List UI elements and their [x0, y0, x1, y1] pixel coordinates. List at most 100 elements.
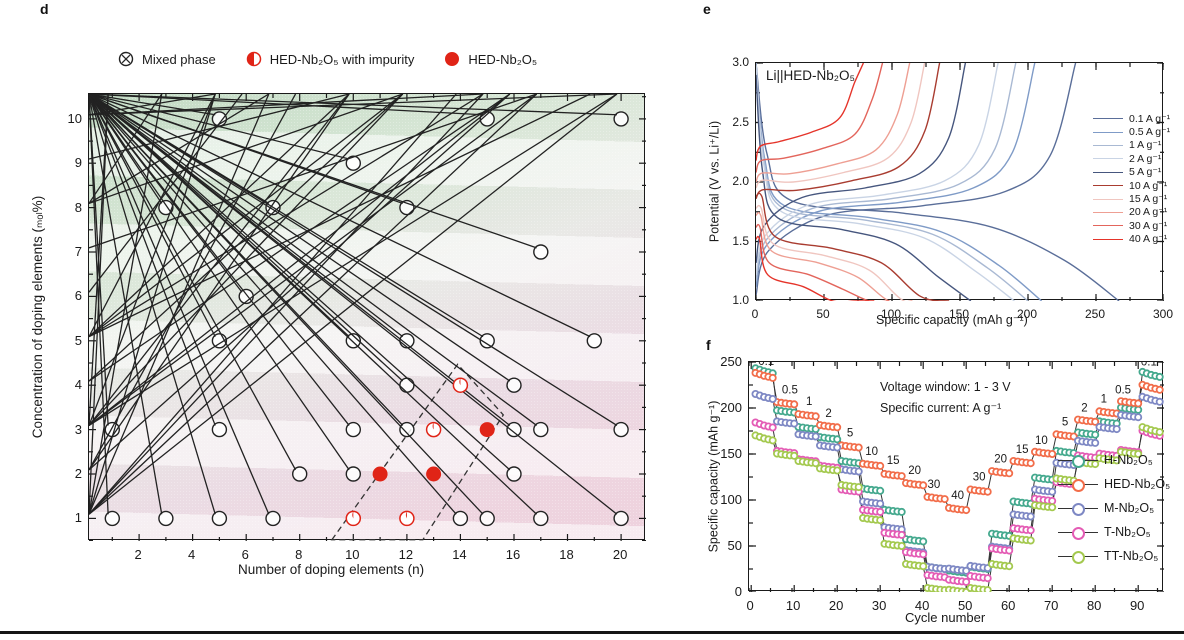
panel-f-letter: f	[706, 337, 711, 353]
rate-step-label: 5	[847, 428, 853, 440]
legend-label: T-Nb₂O₅	[1104, 525, 1151, 539]
rate-step-label: 1	[806, 396, 812, 408]
mixed-phase-point	[89, 94, 549, 260]
hed-impurity-point	[452, 377, 469, 393]
cycle-data-point	[1048, 503, 1057, 512]
legend-label: TT-Nb₂O₅	[1104, 549, 1159, 563]
cycle-data-point	[768, 395, 777, 404]
cycle-data-point	[1134, 413, 1143, 422]
legend-line-swatch	[1058, 502, 1098, 516]
tick-label: 2	[134, 547, 142, 562]
legend-line-swatch	[1058, 478, 1098, 492]
hed-region-dashed-outline	[330, 363, 505, 541]
cycle-data-point	[1048, 450, 1057, 459]
mixed-phase-point	[89, 94, 308, 482]
rate-step-label: 30	[973, 472, 986, 484]
tick-label: 20	[612, 547, 628, 562]
half-filled-circle-marker-icon	[246, 51, 262, 67]
rate-step-label: 1	[1101, 394, 1107, 406]
tick-label: 50	[957, 598, 973, 613]
tick-label: 9	[74, 155, 82, 171]
mixed-phase-point	[89, 94, 495, 527]
charge-curve	[756, 63, 911, 183]
legend-label: 20 A g⁻¹	[1129, 206, 1168, 219]
legend-label: 2 A g⁻¹	[1129, 152, 1162, 165]
tick-label: 1.0	[732, 293, 749, 307]
cycle-data-point	[1026, 512, 1035, 521]
legend-marker-svg	[445, 52, 460, 66]
phase-legend: Mixed phase HED-Nb₂O₅ with impurity HED-…	[118, 51, 537, 67]
cycle-data-point	[768, 436, 777, 445]
mixed-phase-point	[89, 94, 602, 349]
tick-label: 50	[727, 538, 742, 553]
legend-marker-svg	[118, 51, 134, 67]
charge-curve	[756, 63, 999, 275]
rate-capability-svg: 0.1 0.5 1 2 5 10 15 20 30 40 30 20 15 10 5 2 1 0.5 0.1	[749, 362, 1164, 592]
legend-line-swatch	[1093, 225, 1123, 227]
charge-curve	[756, 63, 1036, 287]
tick-label: 3	[74, 421, 82, 437]
tick-label: 1.5	[732, 233, 749, 248]
hed-impurity-point	[399, 510, 415, 527]
filled-circle-marker-icon	[444, 51, 460, 67]
voltage-profile-plot	[755, 62, 1164, 301]
mixed-phase-point	[89, 94, 629, 527]
cycle-data-point	[1048, 496, 1057, 505]
hed-point	[445, 52, 460, 66]
legend-circle-marker	[1072, 550, 1085, 564]
sample-legend: H-Nb₂O₅ HED-Nb₂O₅ M-Nb₂O₅ T-Nb₂O₅ TT-Nb₂O₅	[1058, 448, 1170, 568]
cycle-data-point	[876, 461, 885, 470]
sample-legend-item: H-Nb₂O₅	[1058, 448, 1170, 472]
tick-label: 100	[720, 492, 742, 507]
tick-label: 10	[345, 547, 360, 562]
legend-item-mixed-phase: Mixed phase	[118, 51, 216, 67]
tick-label: 5	[74, 332, 82, 348]
cycle-data-point	[768, 373, 777, 382]
cycle-data-point	[1005, 562, 1014, 571]
legend-circle-marker	[1072, 526, 1085, 540]
legend-label: 15 A g⁻¹	[1129, 193, 1168, 206]
cycle-data-point	[1155, 372, 1164, 381]
discharge-curve	[756, 212, 913, 301]
charge-curve	[756, 63, 865, 161]
rate-legend-item: 30 A g⁻¹	[1093, 219, 1170, 232]
legend-line-swatch	[1093, 118, 1123, 120]
cycle-data-point	[919, 537, 928, 546]
cycle-data-point	[1091, 460, 1100, 469]
tick-label: 250	[1084, 307, 1106, 321]
cycle-data-point	[833, 466, 842, 475]
mixed-phase-point	[89, 94, 495, 127]
cycle-data-point	[833, 443, 842, 452]
tick-label: 7	[74, 244, 82, 260]
tick-label: 4	[188, 547, 196, 562]
sample-legend-item: TT-Nb₂O₅	[1058, 544, 1170, 568]
legend-line-swatch	[1093, 185, 1123, 187]
legend-label: Mixed phase	[142, 51, 216, 67]
mixed-phase-marker-icon	[118, 51, 134, 67]
cycle-data-point	[919, 550, 928, 559]
tick-label: 10	[785, 598, 801, 613]
legend-circle-marker	[1072, 478, 1085, 492]
legend-line-swatch	[1058, 526, 1098, 540]
tick-label: 0	[746, 598, 754, 613]
legend-item-hed: HED-Nb₂O₅	[444, 51, 537, 67]
cell-label: Li||HED-Nb₂O₅	[766, 68, 855, 83]
panel-e-letter: e	[703, 1, 711, 17]
cycle-data-point	[790, 400, 799, 409]
tick-label: 60	[1000, 598, 1016, 613]
cycle-data-point	[897, 541, 906, 550]
hed-point	[426, 466, 442, 482]
cycle-data-point	[983, 487, 992, 496]
cycle-data-point	[1091, 430, 1100, 439]
legend-marker-svg	[246, 51, 261, 67]
cycle-data-point	[811, 412, 820, 421]
cycle-data-point	[1112, 456, 1121, 465]
cycle-data-point	[1134, 405, 1143, 414]
mixed-phase-point	[89, 94, 228, 349]
rate-step-label: 0.1	[1141, 362, 1157, 369]
phase-diagram-y-axis-title: Concentration of doping elements (ₘₒₗ%)	[30, 195, 45, 439]
cycle-data-point	[1155, 397, 1164, 406]
legend-line-swatch	[1093, 131, 1123, 133]
mixed-phase-point	[89, 94, 281, 527]
tick-label: 14	[452, 547, 467, 562]
